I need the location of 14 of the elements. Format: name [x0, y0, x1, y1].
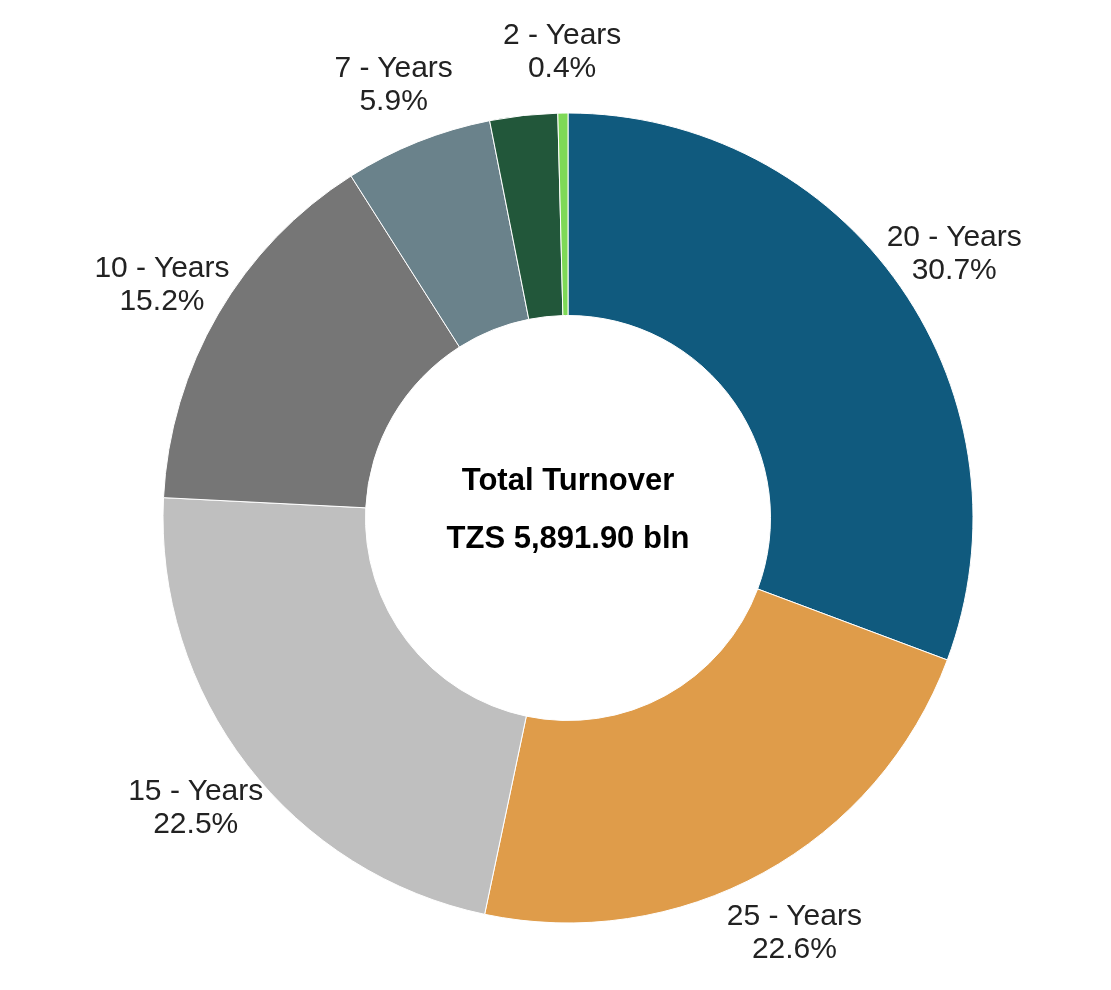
slice-label: 15 - Years [128, 773, 264, 807]
text: TZS 5,891.90 bln [446, 520, 690, 555]
slice-label: 2 - Years [502, 16, 622, 50]
text: Total Turnover [461, 462, 675, 497]
slice-label: 25 - Years [726, 898, 862, 932]
data-label: 15.2% [119, 282, 205, 316]
data-label: 22.5% [153, 806, 239, 840]
data-label: 30.7% [911, 251, 997, 285]
slice-label: 10 - Years [94, 249, 230, 283]
data-label: 0.4% [527, 49, 597, 83]
slice-label: 20 - Years [886, 218, 1022, 252]
slice-label: 7 - Years [334, 50, 453, 84]
data-label: 5.9% [359, 83, 428, 117]
data-label: 22.6% [751, 931, 837, 965]
